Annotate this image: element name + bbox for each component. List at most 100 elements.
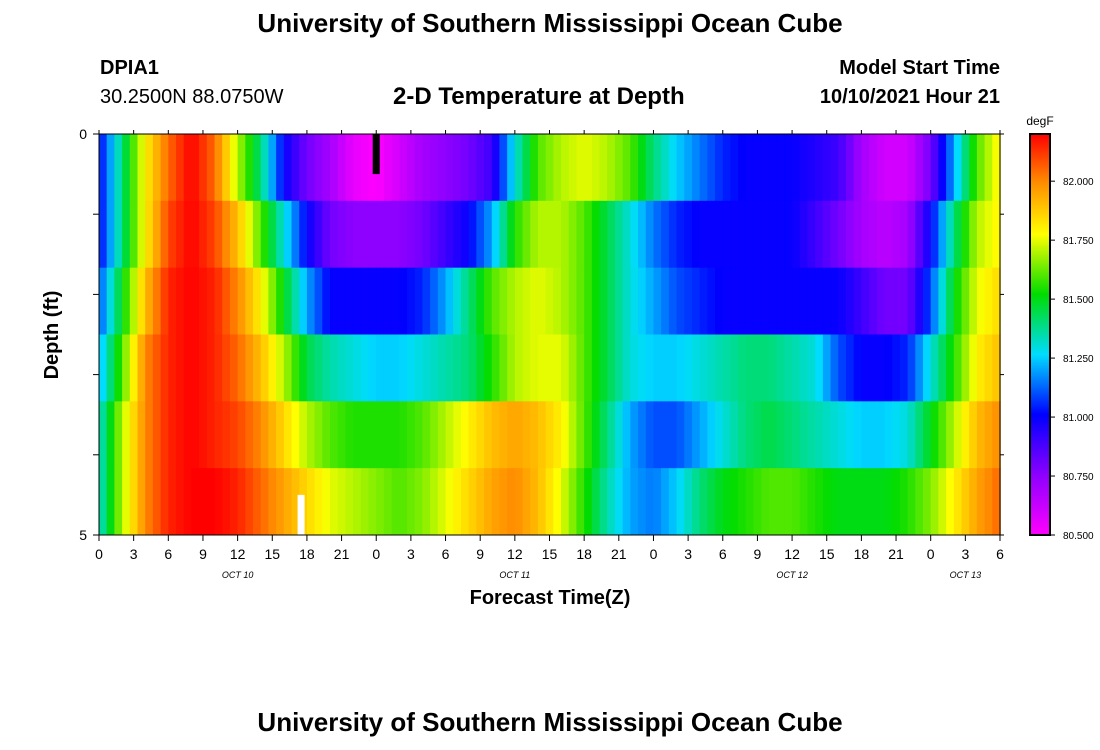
heatmap-cell [738,134,747,202]
heatmap-cell [260,334,270,402]
heatmap-cell [160,200,169,269]
heatmap-cell [822,468,832,536]
heatmap-cell [668,134,678,202]
heatmap-cell [407,468,416,536]
heatmap-cell [430,134,439,202]
heatmap-cell [99,200,108,269]
heatmap-cell [976,334,986,402]
heatmap-cell [976,200,986,269]
heatmap-cell [422,134,431,202]
heatmap-cell [576,134,585,202]
heatmap-cell [992,468,1001,536]
heatmap-cell [245,267,254,335]
heatmap-cell [776,200,785,269]
y-axis-label: Depth (ft) [41,291,63,380]
heatmap-cell [638,401,647,469]
heatmap-cell [653,200,662,269]
heatmap-cell [953,134,963,202]
heatmap-cell [853,200,862,269]
heatmap-cell [792,134,801,202]
x-tick-label: 3 [130,546,138,562]
heatmap-cell [661,134,670,202]
heatmap-cell [684,468,693,536]
heatmap-cell [907,334,916,402]
heatmap-cell [953,200,963,269]
x-tick-label: 9 [754,546,762,562]
heatmap-cell [152,200,162,269]
heatmap-cell [861,267,870,335]
heatmap-cell [815,334,824,402]
heatmap-cell [522,200,531,269]
heatmap-cell [337,200,347,269]
heatmap-cell [707,134,716,202]
heatmap-cell [830,401,839,469]
heatmap-cell [938,267,947,335]
x-tick-label: 18 [299,546,315,562]
heatmap-cell [407,200,416,269]
heatmap-cell [391,334,400,402]
heatmap-cell [691,134,701,202]
heatmap-cell [222,334,231,402]
heatmap-cell [761,134,770,202]
heatmap-cell [291,468,300,536]
heatmap-cell [653,267,662,335]
heatmap-cell [807,401,816,469]
heatmap-cell [484,468,493,536]
heatmap-cell [730,468,739,536]
heatmap-cell [530,401,539,469]
colorbar-tick-label: 80.500 [1063,531,1094,542]
heatmap-cell [561,200,570,269]
heatmap-cell [722,334,732,402]
heatmap-cell [268,334,277,402]
heatmap-cell [599,267,608,335]
heatmap-cell [684,267,693,335]
heatmap-cell [745,468,755,536]
heatmap-cell [114,200,123,269]
heatmap-cell [437,334,447,402]
x-tick-label: 6 [719,546,727,562]
heatmap-cell [907,468,916,536]
heatmap-cell [106,200,115,269]
heatmap-cell [545,401,554,469]
heatmap-cell [122,468,131,536]
heatmap-cell [437,200,447,269]
heatmap-cell [853,134,862,202]
heatmap-cell [691,334,701,402]
heatmap-cell [984,468,993,536]
heatmap-cell [614,134,624,202]
heatmap-cell [514,267,524,335]
heatmap-cell [106,334,115,402]
heatmap-cell [168,401,177,469]
heatmap-cell [961,134,970,202]
heatmap-cell [815,401,824,469]
heatmap-cell [568,267,578,335]
heatmap-cell [730,267,739,335]
heatmap-cell [191,401,200,469]
heatmap-cell [260,134,270,202]
heatmap-cell [453,267,462,335]
heatmap-cell [930,334,939,402]
heatmap-cell [553,134,562,202]
heatmap-cell [807,200,816,269]
heatmap-cell [715,468,724,536]
heatmap-cell [776,468,785,536]
heatmap-cell [245,134,254,202]
heatmap-cell [191,468,200,536]
heatmap-cell [599,401,608,469]
x-tick-label: 0 [650,546,658,562]
x-tick-label: 15 [264,546,280,562]
heatmap-cell [530,267,539,335]
heatmap-cell [383,468,393,536]
heatmap-cell [969,468,978,536]
heatmap-cell [160,134,169,202]
heatmap-cell [722,267,732,335]
model-start-label: Model Start Time [839,57,1000,79]
heatmap-cell [638,334,647,402]
x-tick-label: 6 [996,546,1004,562]
heatmap-cell [946,468,955,536]
heatmap-cell [360,334,370,402]
heatmap-cell [838,200,847,269]
heatmap-cell [984,267,993,335]
x-tick-label: 21 [611,546,627,562]
heatmap-cell [545,334,554,402]
